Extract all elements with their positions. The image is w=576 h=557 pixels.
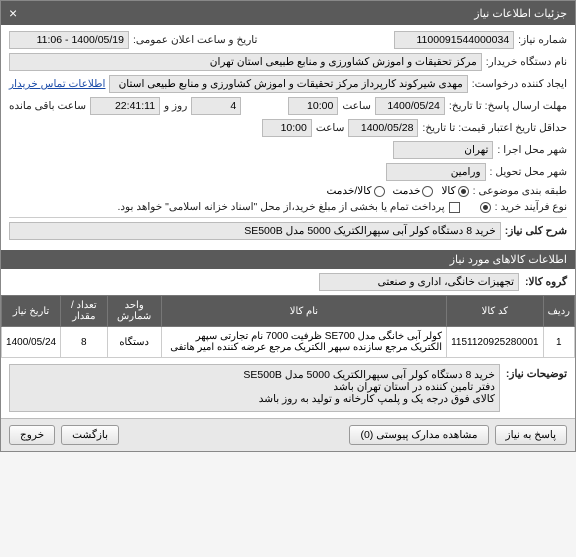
announce-label: تاریخ و ساعت اعلان عمومی: xyxy=(133,34,257,46)
requester-label: ایجاد کننده درخواست: xyxy=(472,78,567,90)
need-no-value: 1100091544000034 xyxy=(394,31,514,49)
category-radios: کالا خدمت کالا/خدمت xyxy=(326,185,468,197)
th-qty: تعداد / مقدار xyxy=(61,296,107,327)
contact-link[interactable]: اطلاعات تماس خریدار xyxy=(9,78,105,90)
desc-label: توضیحات نیاز: xyxy=(506,364,567,412)
radio-goods-circle xyxy=(458,186,469,197)
buy-process-label: نوع فرآیند خرید : xyxy=(495,201,567,213)
remaining-time: 22:41:11 xyxy=(90,97,160,115)
radio-service-label: خدمت xyxy=(393,185,421,197)
back-button[interactable]: بازگشت xyxy=(61,425,119,445)
radio-both[interactable]: کالا/خدمت xyxy=(326,185,384,197)
radio-service-circle xyxy=(422,186,433,197)
th-date: تاریخ نیاز xyxy=(2,296,61,327)
close-icon[interactable]: × xyxy=(9,5,17,21)
attachments-button[interactable]: مشاهده مدارک پیوستی (0) xyxy=(349,425,488,445)
cell-unit: دستگاه xyxy=(107,327,161,358)
need-title-label: شرح کلی نیاز: xyxy=(505,225,567,237)
remaining-days: 4 xyxy=(191,97,241,115)
cell-qty: 8 xyxy=(61,327,107,358)
deadline-label: مهلت ارسال پاسخ: تا تاریخ: xyxy=(449,100,567,112)
group-label: گروه کالا: xyxy=(525,276,567,288)
category-label: طبقه بندی موضوعی : xyxy=(473,185,567,197)
deliv-city-label: شهر محل تحویل : xyxy=(490,166,567,178)
window-title: جزئیات اطلاعات نیاز xyxy=(474,7,567,20)
table-row: 1 1151120925280001 کولر آبی خانگی مدل SE… xyxy=(2,327,575,358)
treasury-checkbox[interactable] xyxy=(449,202,460,213)
table-header-row: ردیف کد کالا نام کالا واحد شمارش تعداد /… xyxy=(2,296,575,327)
deadline-time: 10:00 xyxy=(288,97,338,115)
group-value: تجهیزات خانگی، اداری و صنعتی xyxy=(319,273,519,291)
cell-code: 1151120925280001 xyxy=(447,327,544,358)
remaining-label: ساعت باقی مانده xyxy=(9,100,86,112)
valid-time: 10:00 xyxy=(262,119,312,137)
buyer-label: نام دستگاه خریدار: xyxy=(486,56,567,68)
exit-button[interactable]: خروج xyxy=(9,425,55,445)
cell-row: 1 xyxy=(543,327,574,358)
th-name: نام کالا xyxy=(161,296,446,327)
pay-note: پرداخت تمام یا بخشی از مبلغ خرید،از محل … xyxy=(117,201,444,213)
time-label-2: ساعت xyxy=(316,122,345,134)
buyer-value: مرکز تحقیقات و اموزش کشاورزی و منابع طبی… xyxy=(9,53,482,71)
day-and-label: روز و xyxy=(164,100,187,112)
separator xyxy=(9,217,567,218)
radio-goods-label: کالا xyxy=(441,185,455,197)
th-row: ردیف xyxy=(543,296,574,327)
need-title-value: خرید 8 دستگاه کولر آبی سپهرالکتریک 5000 … xyxy=(9,222,501,240)
radio-service[interactable]: خدمت xyxy=(393,185,434,197)
items-table: ردیف کد کالا نام کالا واحد شمارش تعداد /… xyxy=(1,295,575,358)
group-row: گروه کالا: تجهیزات خانگی، اداری و صنعتی xyxy=(1,269,575,295)
desc-value: خرید 8 دستگاه کولر آبی سپهرالکتریک 5000 … xyxy=(9,364,500,412)
buy-process-radio[interactable] xyxy=(480,202,491,213)
cell-name: کولر آبی خانگی مدل SE700 ظرفیت 7000 نام … xyxy=(161,327,446,358)
th-unit: واحد شمارش xyxy=(107,296,161,327)
time-label-1: ساعت xyxy=(342,100,371,112)
reply-button[interactable]: پاسخ به نیاز xyxy=(495,425,567,445)
footer-bar: پاسخ به نیاز مشاهده مدارک پیوستی (0) باز… xyxy=(1,418,575,451)
valid-date: 1400/05/28 xyxy=(348,119,418,137)
announce-value: 1400/05/19 - 11:06 xyxy=(9,31,129,49)
valid-until-label: حداقل تاریخ اعتبار قیمت: تا تاریخ: xyxy=(422,122,567,134)
deadline-date: 1400/05/24 xyxy=(375,97,445,115)
radio-both-label: کالا/خدمت xyxy=(326,185,371,197)
deliv-city-value: ورامین xyxy=(386,163,486,181)
exec-city-label: شهر محل اجرا : xyxy=(497,144,567,156)
need-no-label: شماره نیاز: xyxy=(518,34,567,46)
need-details-window: جزئیات اطلاعات نیاز × شماره نیاز: 110009… xyxy=(0,0,576,452)
items-section-header: اطلاعات کالاهای مورد نیاز xyxy=(1,250,575,269)
requester-value: مهدی شیرکوند کارپرداز مرکز تحقیقات و امو… xyxy=(109,75,467,93)
description-box: توضیحات نیاز: خرید 8 دستگاه کولر آبی سپه… xyxy=(1,358,575,418)
titlebar: جزئیات اطلاعات نیاز × xyxy=(1,1,575,25)
form-area: شماره نیاز: 1100091544000034 تاریخ و ساع… xyxy=(1,25,575,250)
th-code: کد کالا xyxy=(447,296,544,327)
radio-both-circle xyxy=(374,186,385,197)
radio-goods[interactable]: کالا xyxy=(441,185,468,197)
exec-city-value: تهران xyxy=(393,141,493,159)
cell-date: 1400/05/24 xyxy=(2,327,61,358)
